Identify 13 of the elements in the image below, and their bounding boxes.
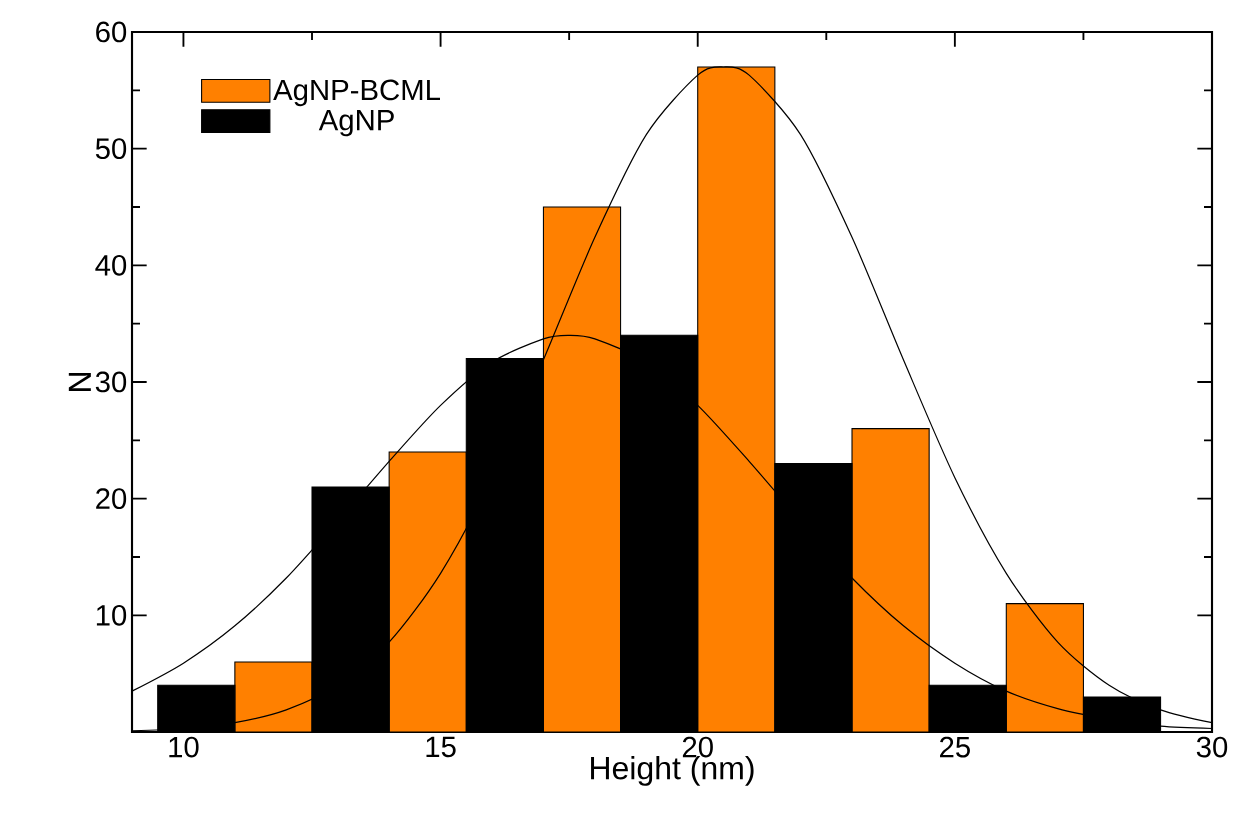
y-tick-label: 30 xyxy=(95,371,127,393)
x-tick-label: 15 xyxy=(426,736,456,758)
x-tick-label: 25 xyxy=(940,736,970,758)
x-tick-label: 30 xyxy=(1196,736,1228,758)
y-tick-label: 40 xyxy=(95,254,127,276)
y-tick-label: 60 xyxy=(96,21,127,43)
legend-label: AgNP-BCML xyxy=(273,79,440,107)
x-tick-label: 10 xyxy=(169,736,199,758)
y-tick-label: 50 xyxy=(95,138,127,160)
y-axis-title: N xyxy=(68,373,91,391)
y-tick-label: 20 xyxy=(96,488,127,510)
y-tick-label: 10 xyxy=(96,604,127,626)
legend-label: AgNP xyxy=(318,110,394,137)
